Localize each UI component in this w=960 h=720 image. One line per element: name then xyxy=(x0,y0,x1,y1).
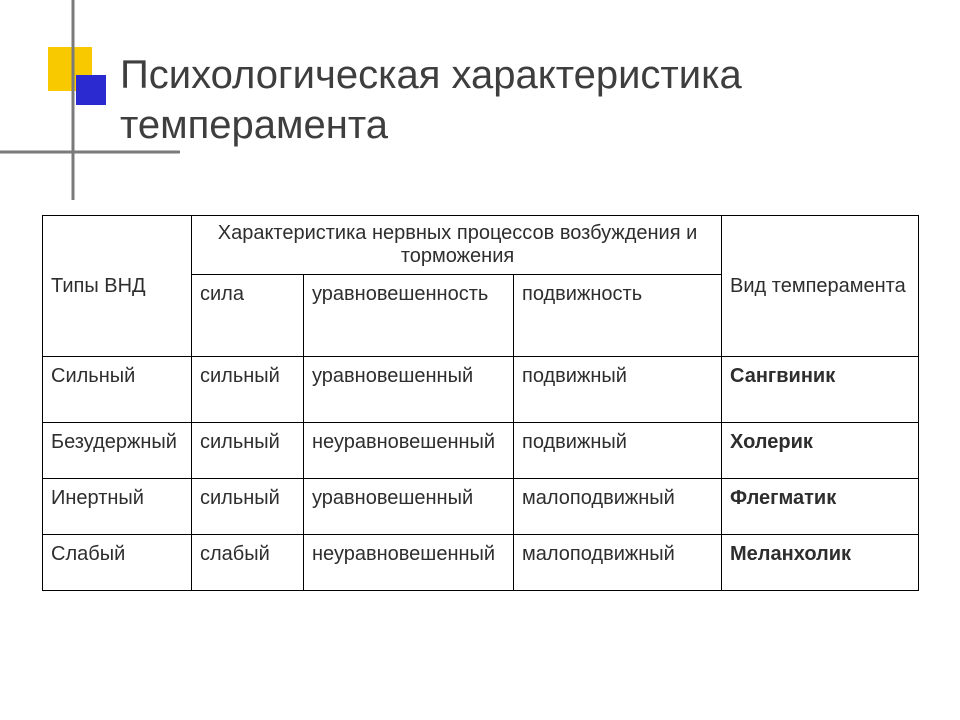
page-title: Психологическая характеристика темпераме… xyxy=(120,50,950,150)
cell-strength: сильный xyxy=(192,423,304,479)
cell-strength: сильный xyxy=(192,479,304,535)
temperament-table-wrap: Типы ВНД Характеристика нервных процессо… xyxy=(42,215,918,591)
table-row: Безудержный сильный неуравновешенный под… xyxy=(43,423,919,479)
header-group-processes: Характеристика нервных процессов возбужд… xyxy=(192,216,722,275)
cell-temperament: Холерик xyxy=(722,423,919,479)
cell-temperament: Флегматик xyxy=(722,479,919,535)
cell-mobility: подвижный xyxy=(514,357,722,423)
cell-mobility: малоподвижный xyxy=(514,479,722,535)
table-row: Сильный сильный уравновешенный подвижный… xyxy=(43,357,919,423)
cell-type: Сильный xyxy=(43,357,192,423)
subheader-mobility: подвижность xyxy=(514,275,722,357)
cell-type: Безудержный xyxy=(43,423,192,479)
cell-temperament: Меланхолик xyxy=(722,535,919,591)
slide: Психологическая характеристика темпераме… xyxy=(0,0,960,720)
cell-balance: неуравновешенный xyxy=(304,423,514,479)
blue-block xyxy=(76,75,106,105)
table-header-row-1: Типы ВНД Характеристика нервных процессо… xyxy=(43,216,919,275)
cell-balance: уравновешенный xyxy=(304,357,514,423)
cell-balance: уравновешенный xyxy=(304,479,514,535)
subheader-balance: уравновешенность xyxy=(304,275,514,357)
cell-type: Инертный xyxy=(43,479,192,535)
header-temperament: Вид темперамента xyxy=(722,216,919,357)
subheader-strength: сила xyxy=(192,275,304,357)
cell-balance: неуравновешенный xyxy=(304,535,514,591)
cell-temperament: Сангвиник xyxy=(722,357,919,423)
temperament-table: Типы ВНД Характеристика нервных процессо… xyxy=(42,215,919,591)
cell-mobility: подвижный xyxy=(514,423,722,479)
cell-strength: слабый xyxy=(192,535,304,591)
table-row: Инертный сильный уравновешенный малоподв… xyxy=(43,479,919,535)
cell-mobility: малоподвижный xyxy=(514,535,722,591)
cell-type: Слабый xyxy=(43,535,192,591)
cell-strength: сильный xyxy=(192,357,304,423)
header-types: Типы ВНД xyxy=(43,216,192,357)
table-row: Слабый слабый неуравновешенный малоподви… xyxy=(43,535,919,591)
